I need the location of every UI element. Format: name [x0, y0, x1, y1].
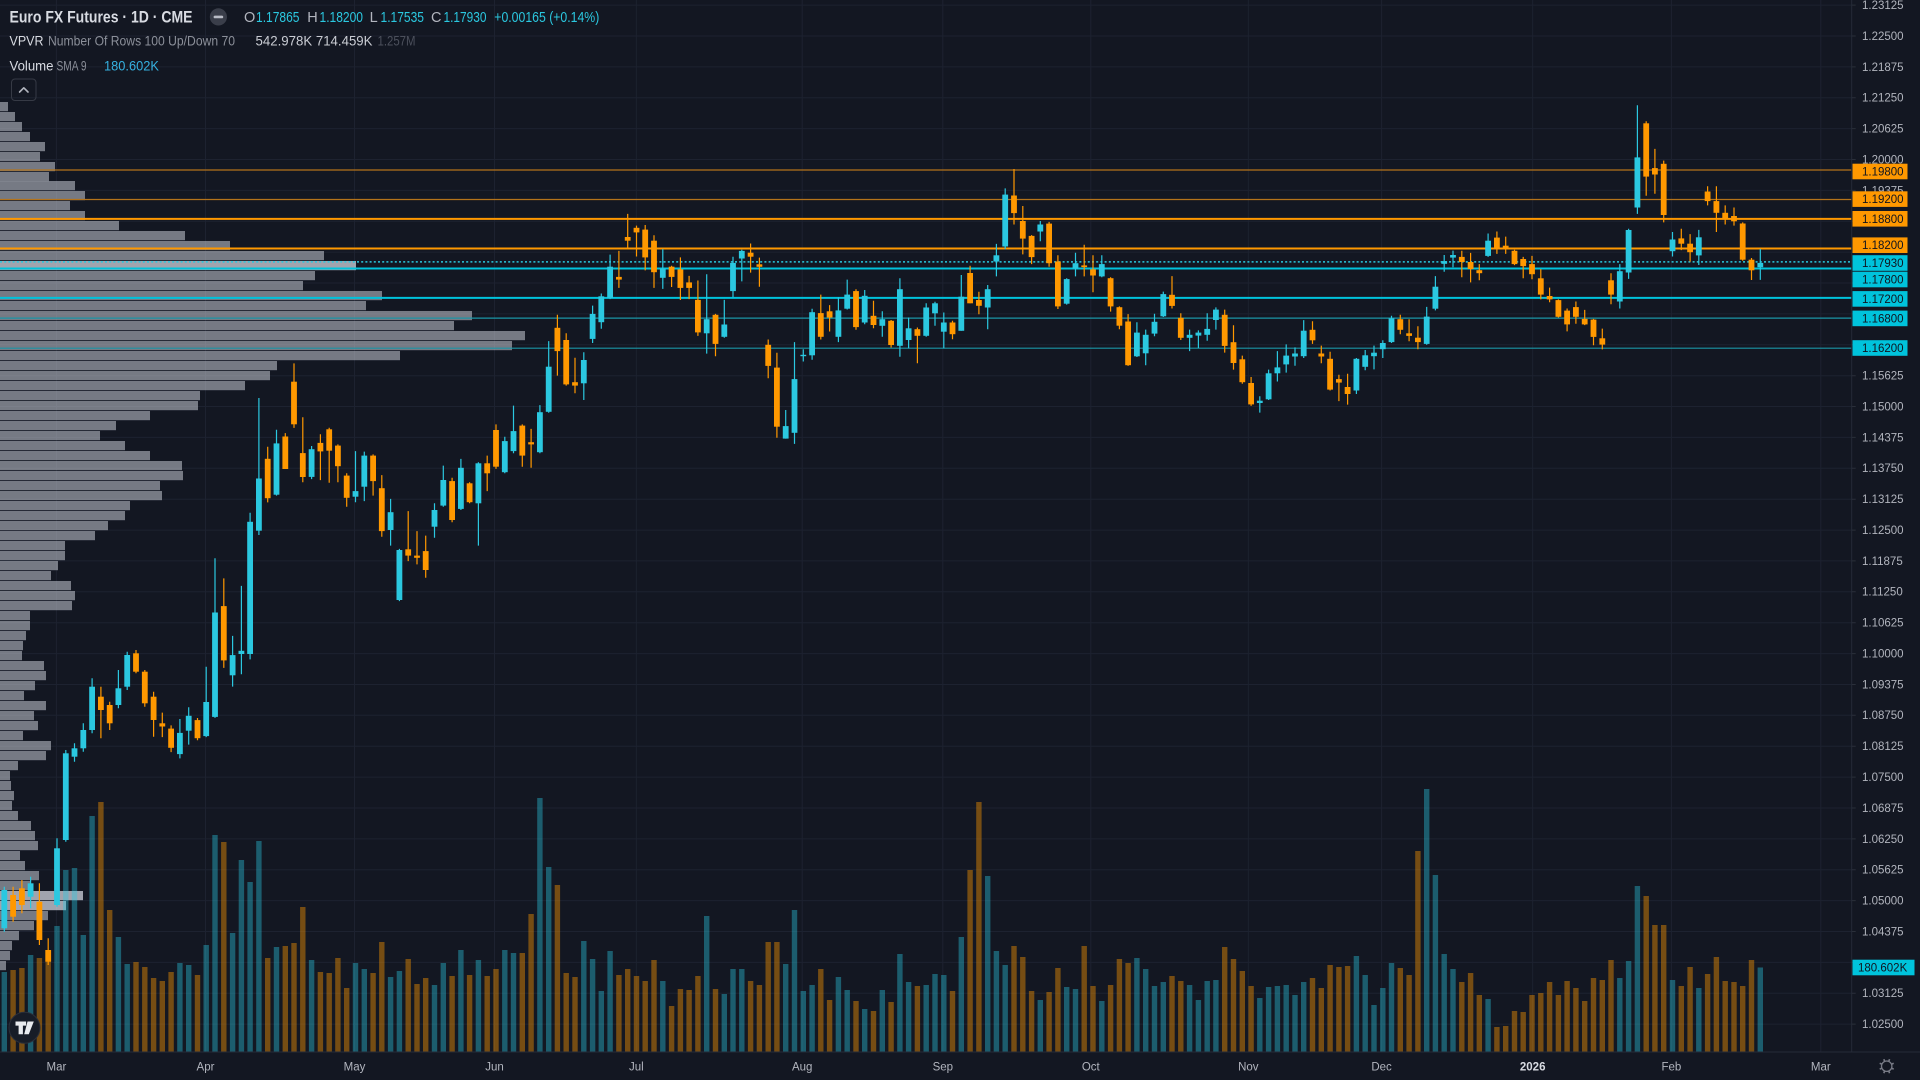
- svg-text:1.18200: 1.18200: [1862, 240, 1904, 252]
- svg-text:1.03125: 1.03125: [1862, 988, 1904, 1000]
- svg-text:1.22500: 1.22500: [1862, 31, 1904, 43]
- svg-text:1.11875: 1.11875: [1862, 556, 1903, 568]
- svg-text:1.19200: 1.19200: [1862, 194, 1904, 206]
- svg-text:1.15625: 1.15625: [1862, 371, 1904, 383]
- svg-text:Euro FX Futures · 1D · CME: Euro FX Futures · 1D · CME: [10, 9, 193, 27]
- svg-text:Jun: Jun: [485, 1062, 504, 1074]
- svg-text:1.10625: 1.10625: [1862, 618, 1904, 630]
- svg-text:H: H: [307, 10, 317, 26]
- svg-text:Oct: Oct: [1082, 1062, 1101, 1074]
- svg-text:Sep: Sep: [933, 1062, 953, 1074]
- svg-text:May: May: [344, 1062, 366, 1074]
- svg-text:1.17930: 1.17930: [444, 10, 487, 26]
- svg-text:1.16200: 1.16200: [1862, 343, 1904, 355]
- svg-text:Feb: Feb: [1661, 1062, 1681, 1074]
- svg-text:1.23125: 1.23125: [1862, 0, 1904, 12]
- svg-text:Number Of Rows 100 Up/Down 70: Number Of Rows 100 Up/Down 70: [48, 33, 235, 49]
- svg-text:1.04375: 1.04375: [1862, 926, 1904, 938]
- svg-text:180.602K: 180.602K: [1858, 963, 1908, 975]
- svg-text:Nov: Nov: [1238, 1062, 1259, 1074]
- svg-text:SMA 9: SMA 9: [57, 57, 87, 73]
- svg-text:1.06250: 1.06250: [1862, 834, 1904, 846]
- svg-text:2026: 2026: [1520, 1062, 1546, 1074]
- svg-text:1.18800: 1.18800: [1862, 214, 1904, 226]
- svg-text:Dec: Dec: [1371, 1062, 1392, 1074]
- svg-text:1.19800: 1.19800: [1862, 167, 1904, 179]
- svg-text:1.13750: 1.13750: [1862, 463, 1904, 475]
- svg-text:Mar: Mar: [1811, 1062, 1831, 1074]
- svg-text:Aug: Aug: [792, 1062, 812, 1074]
- svg-text:Jul: Jul: [629, 1062, 644, 1074]
- svg-text:1.18200: 1.18200: [320, 10, 364, 26]
- svg-text:1.20000: 1.20000: [1862, 154, 1904, 166]
- svg-text:1.08125: 1.08125: [1862, 741, 1904, 753]
- svg-text:1.17800: 1.17800: [1862, 275, 1904, 287]
- svg-text:+0.00165 (+0.14%): +0.00165 (+0.14%): [494, 10, 599, 26]
- svg-text:1.10000: 1.10000: [1862, 649, 1904, 661]
- svg-text:1.17930: 1.17930: [1862, 258, 1904, 270]
- svg-text:1.17865: 1.17865: [256, 10, 300, 26]
- svg-text:1.08750: 1.08750: [1862, 710, 1904, 722]
- svg-text:1.09375: 1.09375: [1862, 679, 1904, 691]
- svg-text:1.06875: 1.06875: [1862, 803, 1904, 815]
- svg-text:180.602K: 180.602K: [104, 57, 160, 73]
- svg-text:1.11250: 1.11250: [1862, 587, 1903, 599]
- svg-text:1.257M: 1.257M: [378, 33, 416, 49]
- svg-text:1.07500: 1.07500: [1862, 772, 1904, 784]
- svg-text:L: L: [370, 10, 378, 26]
- svg-text:542.978K 714.459K: 542.978K 714.459K: [256, 33, 374, 49]
- svg-text:1.02500: 1.02500: [1862, 1019, 1904, 1031]
- svg-text:Volume: Volume: [10, 57, 54, 73]
- svg-text:1.05625: 1.05625: [1862, 865, 1904, 877]
- svg-text:1.15000: 1.15000: [1862, 401, 1904, 413]
- svg-text:O: O: [244, 10, 255, 26]
- svg-text:Mar: Mar: [46, 1062, 66, 1074]
- svg-text:1.17535: 1.17535: [381, 10, 425, 26]
- svg-text:1.17200: 1.17200: [1862, 294, 1904, 306]
- svg-text:Apr: Apr: [197, 1062, 215, 1074]
- svg-text:C: C: [431, 10, 441, 26]
- svg-text:1.21250: 1.21250: [1862, 93, 1904, 105]
- svg-text:1.12500: 1.12500: [1862, 525, 1904, 537]
- svg-text:1.14375: 1.14375: [1862, 432, 1904, 444]
- svg-text:1.16800: 1.16800: [1862, 313, 1904, 325]
- svg-text:1.05000: 1.05000: [1862, 896, 1904, 908]
- svg-text:1.13125: 1.13125: [1862, 494, 1904, 506]
- svg-text:VPVR: VPVR: [10, 33, 44, 49]
- svg-text:1.20625: 1.20625: [1862, 124, 1904, 136]
- svg-text:1.21875: 1.21875: [1862, 62, 1904, 74]
